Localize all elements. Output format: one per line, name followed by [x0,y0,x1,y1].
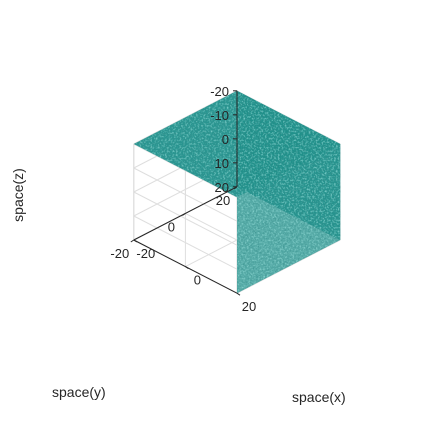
x-tick-label: 0 [194,273,201,288]
y-tick-label: 0 [168,219,175,234]
z-tick-label: 20 [215,180,229,195]
x-tick [236,292,241,296]
y-tick-label: -20 [110,246,129,261]
x-tick-label: 20 [242,299,256,314]
y-tick-label: 20 [216,193,230,208]
z-tick-label: 0 [222,132,229,147]
y-axis-label: space(y) [52,384,106,400]
axis-labels: space(x) space(y) space(z) [10,168,346,405]
y-tick [182,212,186,216]
z-axis-label: space(z) [10,168,26,222]
x-axis-label: space(x) [292,389,346,405]
grid-line [133,191,238,246]
z-tick-label: -20 [210,84,229,99]
y-tick [130,239,135,243]
axes: 20 10 0 -10 -20 20 0 -20 -20 0 20 [110,84,256,314]
grid-line [133,167,238,222]
z-tick-label: -10 [210,108,229,123]
grid-line [133,215,238,270]
x-tick-label: -20 [136,246,155,261]
z-tick-label: 10 [215,156,229,171]
x-tick [133,239,138,243]
cube-face-right [237,144,341,294]
y-tick [233,186,238,190]
x-tick [185,266,189,270]
cube-face-texture [237,144,341,294]
